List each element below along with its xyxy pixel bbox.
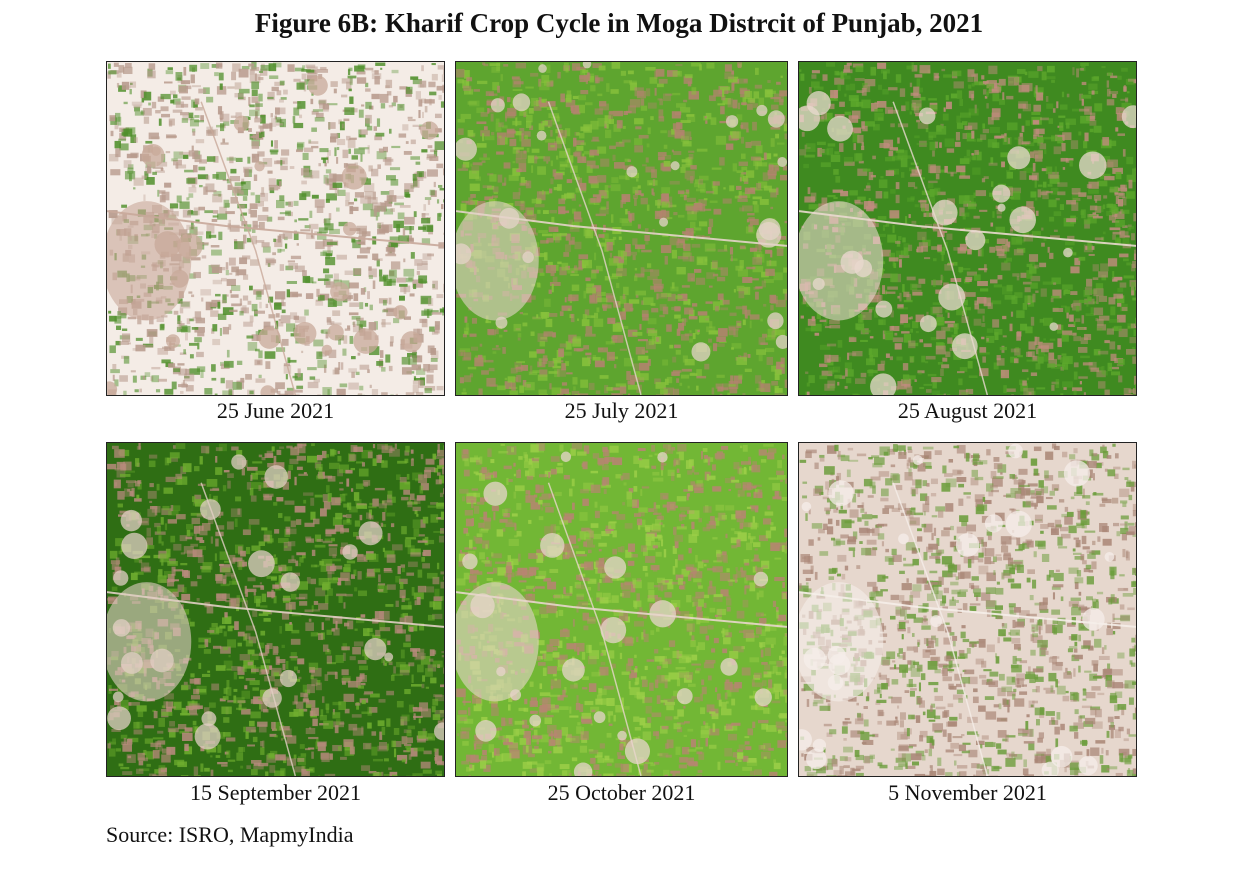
satellite-image-july — [455, 61, 788, 396]
caption-november: 5 November 2021 — [888, 780, 1047, 805]
figure-title: Figure 6B: Kharif Crop Cycle in Moga Dis… — [254, 8, 984, 38]
caption-september: 15 September 2021 — [189, 780, 362, 805]
caption-june: 25 June 2021 — [216, 398, 335, 423]
satellite-image-august-canvas — [799, 62, 1136, 395]
satellite-image-october-canvas — [456, 443, 787, 776]
satellite-image-october — [455, 442, 788, 777]
satellite-image-september-canvas — [107, 443, 444, 776]
satellite-image-november — [798, 442, 1137, 777]
satellite-image-june — [106, 61, 445, 396]
source-note: Source: ISRO, MapmyIndia — [106, 822, 354, 847]
satellite-image-july-canvas — [456, 62, 787, 395]
satellite-image-june-canvas — [107, 62, 444, 395]
satellite-image-august — [798, 61, 1137, 396]
satellite-image-november-canvas — [799, 443, 1136, 776]
caption-october: 25 October 2021 — [547, 780, 696, 805]
caption-july: 25 July 2021 — [564, 398, 679, 423]
caption-august: 25 August 2021 — [897, 398, 1038, 423]
satellite-image-september — [106, 442, 445, 777]
